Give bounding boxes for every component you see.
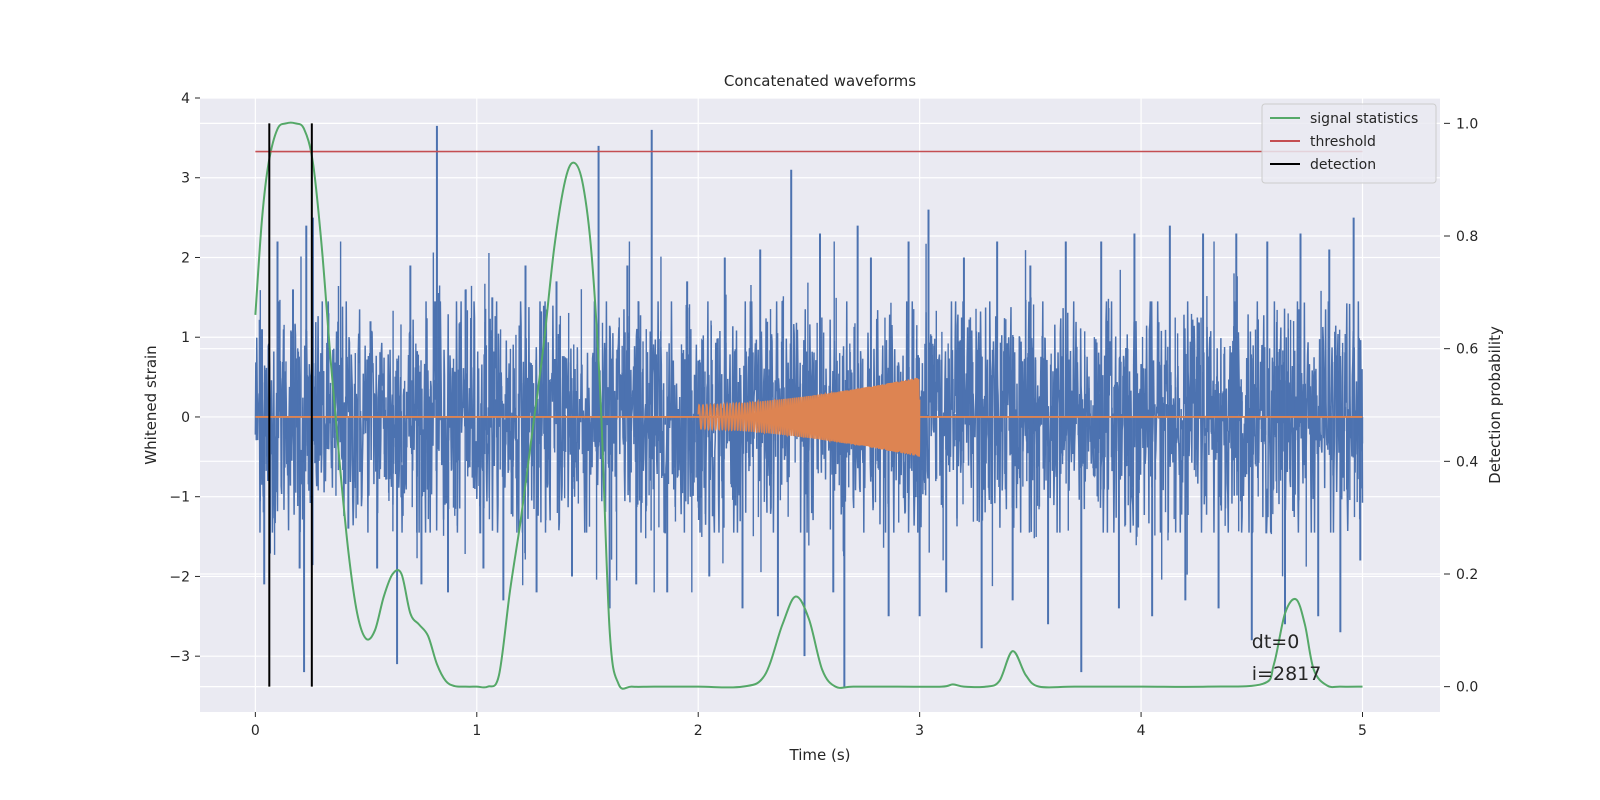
y2-tick-label: 0.8 [1456, 229, 1478, 245]
y2-tick-label: 0.6 [1456, 342, 1478, 358]
x-tick-label: 2 [694, 723, 703, 739]
y2-tick-label: 1.0 [1456, 116, 1478, 132]
y-tick-label: 1 [181, 330, 190, 346]
legend-box [1261, 103, 1437, 184]
annotation-text: i=2817 [1252, 663, 1322, 685]
legend: signal statistics threshold detection [1261, 103, 1437, 184]
y-tick-label: 2 [181, 250, 190, 266]
chart-title: Concatenated waveforms [724, 72, 916, 90]
y-tick-label: 3 [181, 171, 190, 187]
y-tick-label: −3 [169, 649, 190, 665]
x-tick-label: 1 [472, 723, 481, 739]
y-tick-label: −1 [169, 490, 190, 506]
legend-label: signal statistics [1310, 111, 1418, 127]
x-tick-label: 0 [251, 723, 260, 739]
legend-label: threshold [1310, 134, 1376, 150]
legend-label: detection [1310, 157, 1376, 173]
data-layer [254, 121, 1364, 690]
chirp-series [697, 377, 921, 457]
annotation-text: dt=0 [1252, 631, 1300, 653]
axes: 0 1 2 3 4 5 −3 −2 −1 0 1 2 3 4 0.0 0.2 0.4 0.6 0.8 1.0 [169, 91, 1478, 739]
y2-axis-label: Detection probability [1486, 326, 1504, 484]
y-tick-label: 0 [181, 410, 190, 426]
y-tick-label: 4 [181, 91, 190, 107]
y-axis-label: Whitened strain [142, 345, 160, 464]
y2-tick-label: 0.4 [1456, 454, 1478, 470]
x-tick-label: 3 [915, 723, 924, 739]
y-tick-label: −2 [169, 569, 190, 585]
x-tick-label: 4 [1137, 723, 1146, 739]
x-axis-label: Time (s) [789, 746, 851, 764]
signal-statistics-line [254, 121, 1363, 690]
x-tick-label: 5 [1358, 723, 1367, 739]
annotations: dt=0 i=2817 [1252, 631, 1322, 685]
y2-tick-label: 0.2 [1456, 567, 1478, 583]
y2-tick-label: 0.0 [1456, 680, 1478, 696]
